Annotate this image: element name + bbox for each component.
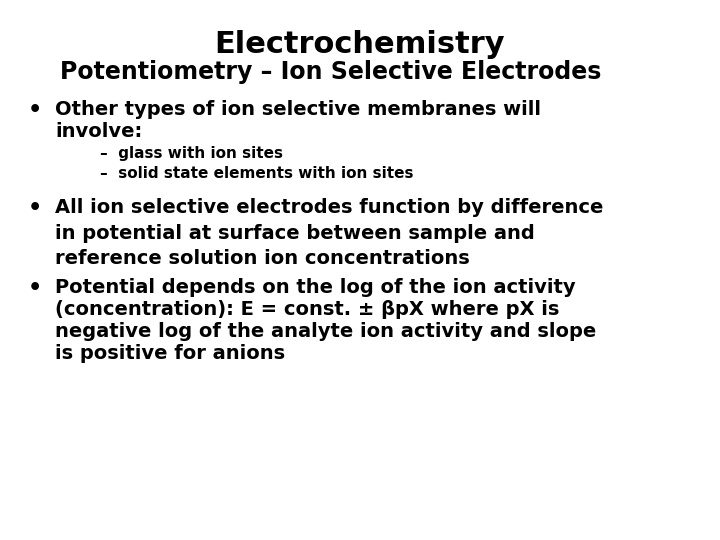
Text: Electrochemistry: Electrochemistry bbox=[215, 30, 505, 59]
Text: Potential depends on the log of the ion activity: Potential depends on the log of the ion … bbox=[55, 278, 575, 297]
Text: All ion selective electrodes function by difference
in potential at surface betw: All ion selective electrodes function by… bbox=[55, 198, 603, 268]
Text: –  glass with ion sites: – glass with ion sites bbox=[100, 146, 283, 161]
Text: Potentiometry – Ion Selective Electrodes: Potentiometry – Ion Selective Electrodes bbox=[60, 60, 601, 84]
Text: •: • bbox=[28, 278, 42, 298]
Text: Other types of ion selective membranes will: Other types of ion selective membranes w… bbox=[55, 100, 541, 119]
Text: is positive for anions: is positive for anions bbox=[55, 344, 285, 363]
Text: involve:: involve: bbox=[55, 122, 143, 141]
Text: (concentration): E = const. ± βpX where pX is: (concentration): E = const. ± βpX where … bbox=[55, 300, 559, 319]
Text: negative log of the analyte ion activity and slope: negative log of the analyte ion activity… bbox=[55, 322, 596, 341]
Text: •: • bbox=[28, 198, 42, 218]
Text: •: • bbox=[28, 100, 42, 120]
Text: –  solid state elements with ion sites: – solid state elements with ion sites bbox=[100, 166, 413, 181]
